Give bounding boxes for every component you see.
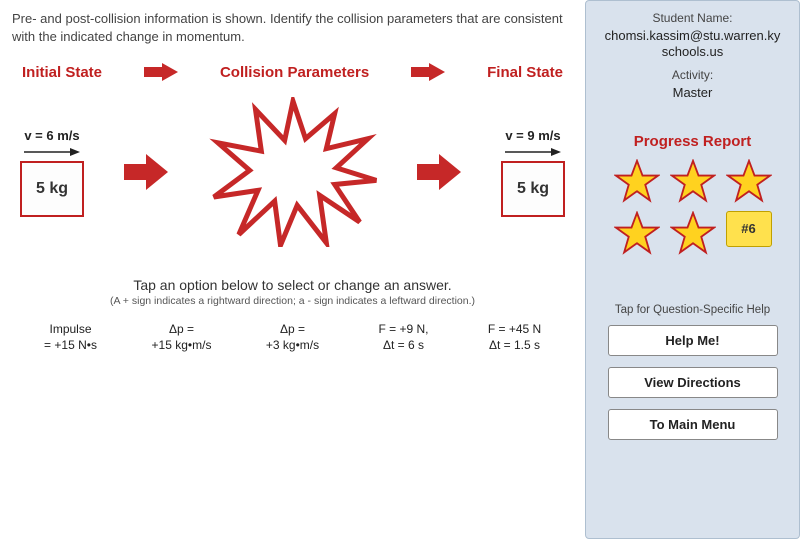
help-label: Tap for Question-Specific Help <box>615 304 770 316</box>
view-directions-button[interactable]: View Directions <box>608 367 778 398</box>
answer-line2: Δt = 1.5 s <box>464 337 565 353</box>
instructions-text: Pre- and post-collision information is s… <box>12 10 573 45</box>
star-icon <box>614 159 660 205</box>
initial-velocity-label: v = 6 m/s <box>24 128 79 143</box>
tap-instruction: Tap an option below to select or change … <box>12 277 573 293</box>
student-name-value: chomsi.kassim@stu.warren.ky schools.us <box>594 28 791 61</box>
answer-option[interactable]: F = +9 N, Δt = 6 s <box>351 317 456 357</box>
answer-option[interactable]: F = +45 N Δt = 1.5 s <box>462 317 567 357</box>
arrow-right-icon <box>144 63 178 81</box>
final-mass-block: v = 9 m/s 5 kg <box>501 128 565 217</box>
activity-label: Activity: <box>672 68 713 82</box>
star-icon <box>614 211 660 257</box>
final-mass-box: 5 kg <box>501 161 565 217</box>
answers-row: Impulse = +15 N•s Δp = +15 kg•m/s Δp = +… <box>12 307 573 363</box>
progress-stars: #6 <box>614 159 772 257</box>
progress-report-title: Progress Report <box>634 133 752 150</box>
state-header: Initial State Collision Parameters Final… <box>12 59 573 97</box>
answer-line1: Δp = <box>242 321 343 337</box>
answer-line2: Δt = 6 s <box>353 337 454 353</box>
collision-params-label: Collision Parameters <box>220 64 369 81</box>
tap-sign-note: (A + sign indicates a rightward directio… <box>12 295 573 307</box>
arrow-right-big-icon <box>124 154 168 190</box>
current-question-badge: #6 <box>726 211 772 247</box>
main-menu-button[interactable]: To Main Menu <box>608 409 778 440</box>
answer-line1: F = +9 N, <box>353 321 454 337</box>
tap-section: Tap an option below to select or change … <box>12 277 573 307</box>
answer-line2: = +15 N•s <box>20 337 121 353</box>
initial-mass-box: 5 kg <box>20 161 84 217</box>
answer-line2: +15 kg•m/s <box>131 337 232 353</box>
activity-value: Master <box>673 85 713 101</box>
initial-mass-block: v = 6 m/s 5 kg <box>20 128 84 217</box>
star-icon <box>670 211 716 257</box>
initial-state-label: Initial State <box>22 64 102 81</box>
answer-line1: Impulse <box>20 321 121 337</box>
answer-line2: +3 kg•m/s <box>242 337 343 353</box>
star-icon <box>670 159 716 205</box>
answer-line1: Δp = <box>131 321 232 337</box>
answer-option[interactable]: Δp = +15 kg•m/s <box>129 317 234 357</box>
answer-option[interactable]: Impulse = +15 N•s <box>18 317 123 357</box>
collision-diagram: v = 6 m/s 5 kg v = 9 m/s 5 kg <box>12 97 573 247</box>
help-me-button[interactable]: Help Me! <box>608 325 778 356</box>
velocity-arrow-icon <box>24 147 80 157</box>
student-name-label: Student Name: <box>652 11 732 25</box>
star-icon <box>726 159 772 205</box>
answer-option[interactable]: Δp = +3 kg•m/s <box>240 317 345 357</box>
final-velocity-label: v = 9 m/s <box>505 128 560 143</box>
arrow-right-icon <box>411 63 445 81</box>
arrow-right-big-icon <box>417 154 461 190</box>
answer-line1: F = +45 N <box>464 321 565 337</box>
final-state-label: Final State <box>487 64 563 81</box>
main-panel: Pre- and post-collision information is s… <box>0 0 585 539</box>
velocity-arrow-icon <box>505 147 561 157</box>
sidebar: Student Name: chomsi.kassim@stu.warren.k… <box>585 0 800 539</box>
collision-starburst-icon <box>208 97 378 247</box>
